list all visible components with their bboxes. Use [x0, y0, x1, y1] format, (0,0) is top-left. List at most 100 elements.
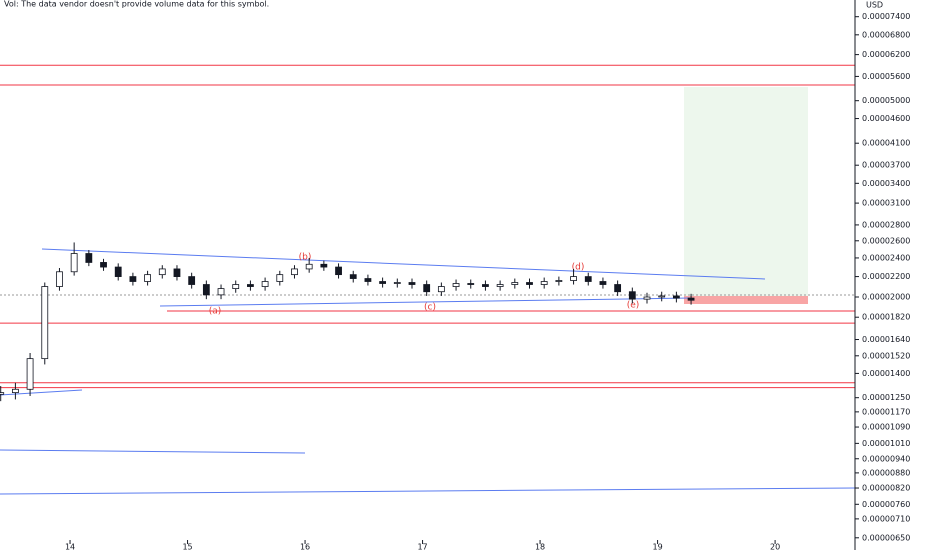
- candle-body: [276, 274, 284, 282]
- y-tick-label: 0.00002400: [862, 253, 910, 262]
- candle-body: [452, 283, 460, 287]
- volume-note: Vol: The data vendor doesn't provide vol…: [4, 0, 269, 9]
- trendline: [0, 487, 856, 495]
- annotation: (c): [424, 303, 436, 313]
- y-tick-label: 0.00002200: [862, 272, 910, 281]
- candle-body: [437, 286, 445, 293]
- candle-body: [158, 268, 166, 276]
- axis-unit: USD: [866, 1, 883, 10]
- candle-body: [85, 253, 93, 263]
- candle-body: [408, 282, 416, 285]
- x-tick-label: 17: [417, 543, 427, 550]
- y-tick-label: 0.00003100: [862, 199, 910, 208]
- candle-body: [144, 274, 151, 282]
- y-tick-label: 0.00001640: [862, 335, 910, 344]
- annotation: (d): [572, 263, 585, 273]
- candle-body: [188, 276, 196, 285]
- y-tick-label: 0.00000650: [862, 533, 910, 542]
- candle-body: [217, 288, 225, 296]
- candle-body: [393, 282, 401, 284]
- candle-body: [614, 284, 622, 293]
- candle-body: [100, 262, 107, 268]
- y-tick-label: 0.00006800: [862, 30, 910, 39]
- candle-body: [335, 266, 342, 276]
- stop-zone: [684, 296, 808, 304]
- y-tick-label: 0.00001820: [862, 313, 910, 322]
- trendline: [0, 389, 83, 396]
- candle-body: [41, 286, 49, 360]
- y-tick-label: 0.00001250: [862, 393, 910, 402]
- candle-body: [247, 284, 254, 287]
- target-zone: [684, 87, 808, 297]
- x-tick-label: 16: [300, 543, 310, 550]
- candle-body: [202, 284, 210, 296]
- candle-body: [0, 392, 5, 395]
- annotation: (b): [299, 253, 312, 263]
- candle-body: [658, 295, 666, 298]
- y-tick-label: 0.00003700: [862, 161, 910, 170]
- y-tick-label: 0.00000940: [862, 454, 910, 463]
- y-tick-label: 0.00002000: [862, 293, 910, 302]
- y-tick-label: 0.00000710: [862, 514, 910, 523]
- candle-body: [511, 282, 519, 285]
- y-tick-label: 0.00006200: [862, 50, 910, 59]
- candle-body: [555, 280, 563, 282]
- y-tick-label: 0.00000820: [862, 484, 910, 493]
- annotation: (e): [627, 301, 640, 311]
- candle-body: [11, 388, 19, 394]
- price-axis: [855, 0, 932, 550]
- candle-body: [599, 281, 607, 285]
- y-tick-label: 0.00001010: [862, 439, 910, 448]
- candle-body: [261, 281, 269, 287]
- trendline: [41, 248, 766, 280]
- candle-body: [584, 276, 592, 282]
- y-tick-label: 0.00004100: [862, 139, 910, 148]
- candle-body: [320, 263, 328, 268]
- candle-body: [129, 276, 137, 282]
- y-tick-label: 0.00005000: [862, 96, 910, 105]
- candle-body: [232, 284, 240, 289]
- candle-body: [114, 266, 122, 277]
- x-tick-label: 14: [65, 543, 75, 550]
- x-tick-label: 18: [535, 543, 545, 550]
- candle-body: [70, 253, 78, 273]
- x-tick-label: 19: [652, 543, 662, 550]
- candle-body: [364, 278, 372, 282]
- y-tick-label: 0.00007400: [862, 12, 910, 21]
- candle-body: [672, 295, 680, 299]
- y-tick-label: 0.00001170: [862, 407, 910, 416]
- trendlines: [0, 248, 856, 495]
- candle-body: [291, 268, 298, 276]
- candle-body: [349, 274, 357, 279]
- candle-body: [56, 271, 63, 287]
- candle-body: [482, 284, 489, 287]
- candle-body: [628, 291, 636, 300]
- trendline: [0, 449, 306, 454]
- annotation: (a): [209, 307, 222, 317]
- candle-body: [496, 284, 504, 287]
- candle-body: [643, 296, 651, 300]
- candle-body: [26, 358, 34, 390]
- x-tick-label: 20: [770, 543, 780, 550]
- y-tick-label: 0.00001090: [862, 423, 910, 432]
- candle-body: [540, 281, 548, 285]
- candle-body: [526, 282, 533, 285]
- y-tick-label: 0.00002800: [862, 220, 910, 229]
- y-tick-label: 0.00003400: [862, 179, 910, 188]
- candle-body: [379, 281, 387, 284]
- y-tick-label: 0.00001400: [862, 369, 910, 378]
- candle-body: [423, 284, 431, 293]
- y-tick-label: 0.00000760: [862, 500, 910, 509]
- candle-body: [570, 276, 577, 281]
- trendline: [159, 297, 691, 307]
- x-tick-label: 15: [182, 543, 192, 550]
- candle-body: [687, 297, 695, 301]
- y-tick-label: 0.00005600: [862, 72, 910, 81]
- y-tick-label: 0.00002600: [862, 236, 910, 245]
- y-tick-label: 0.00004600: [862, 114, 910, 123]
- candle-body: [173, 268, 181, 277]
- candle-body: [305, 263, 313, 270]
- candle-body: [467, 283, 475, 285]
